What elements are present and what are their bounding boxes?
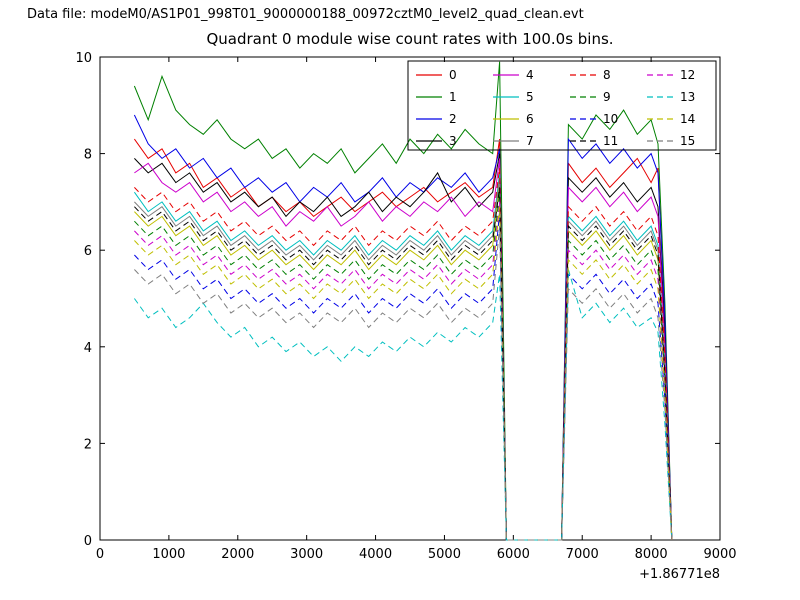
- series-line-8: [134, 168, 673, 541]
- data-file-label: Data file: modeM0/AS1P01_998T01_90000001…: [27, 7, 584, 22]
- series-line-13: [133, 269, 673, 541]
- y-tick-label: 6: [84, 244, 92, 259]
- series-line-1: [133, 61, 673, 541]
- legend-label-14: 14: [680, 112, 695, 126]
- series-line-4: [134, 158, 673, 541]
- legend-frame: [407, 60, 717, 151]
- x-tick-label: 9000: [703, 547, 736, 562]
- series-line-7: [134, 177, 673, 541]
- legend-label-0: 0: [449, 68, 457, 82]
- legend-label-9: 9: [603, 90, 611, 104]
- legend-label-12: 12: [680, 68, 695, 82]
- legend-label-10: 10: [603, 112, 618, 126]
- legend-background: [408, 61, 716, 150]
- x-tick-label: 7000: [566, 547, 599, 562]
- chart-title: Quadrant 0 module wise count rates with …: [206, 30, 614, 48]
- series-line-10: [134, 211, 673, 541]
- legend-label-7: 7: [526, 134, 534, 148]
- legend-label-3: 3: [449, 134, 457, 148]
- series-line-0: [133, 138, 673, 541]
- legend-label-5: 5: [526, 90, 534, 104]
- y-tick-label: 4: [84, 341, 92, 356]
- x-tick-label: 1000: [152, 547, 185, 562]
- series-line-5: [133, 172, 673, 541]
- y-tick-label: 10: [75, 51, 92, 66]
- legend-label-15: 15: [680, 134, 695, 148]
- legend-label-6: 6: [526, 112, 534, 126]
- legend-label-8: 8: [603, 68, 611, 82]
- series-line-12: [134, 201, 673, 541]
- legend-label-13: 13: [680, 90, 695, 104]
- legend-label-11: 11: [603, 134, 618, 148]
- x-tick-label: 3000: [290, 547, 323, 562]
- y-tick-label: 8: [84, 148, 92, 163]
- series-line-9: [134, 192, 673, 541]
- x-tick-label: 5000: [428, 547, 461, 562]
- series-line-11: [134, 187, 673, 541]
- x-tick-label: 2000: [221, 547, 254, 562]
- y-tick-label: 2: [84, 437, 92, 452]
- series-line-6: [134, 182, 673, 541]
- x-axis-offset-label: +1.86771e8: [639, 567, 720, 582]
- legend-label-4: 4: [526, 68, 534, 82]
- legend-label-2: 2: [449, 112, 457, 126]
- series-line-15: [134, 226, 673, 541]
- x-tick-label: 8000: [635, 547, 668, 562]
- series-line-3: [134, 153, 673, 541]
- series-line-14: [134, 206, 673, 541]
- y-tick-label: 0: [84, 534, 92, 549]
- x-tick-label: 0: [96, 547, 104, 562]
- x-tick-label: 6000: [497, 547, 530, 562]
- axes-frame: [99, 56, 721, 541]
- legend-label-1: 1: [449, 90, 457, 104]
- x-tick-label: 4000: [359, 547, 392, 562]
